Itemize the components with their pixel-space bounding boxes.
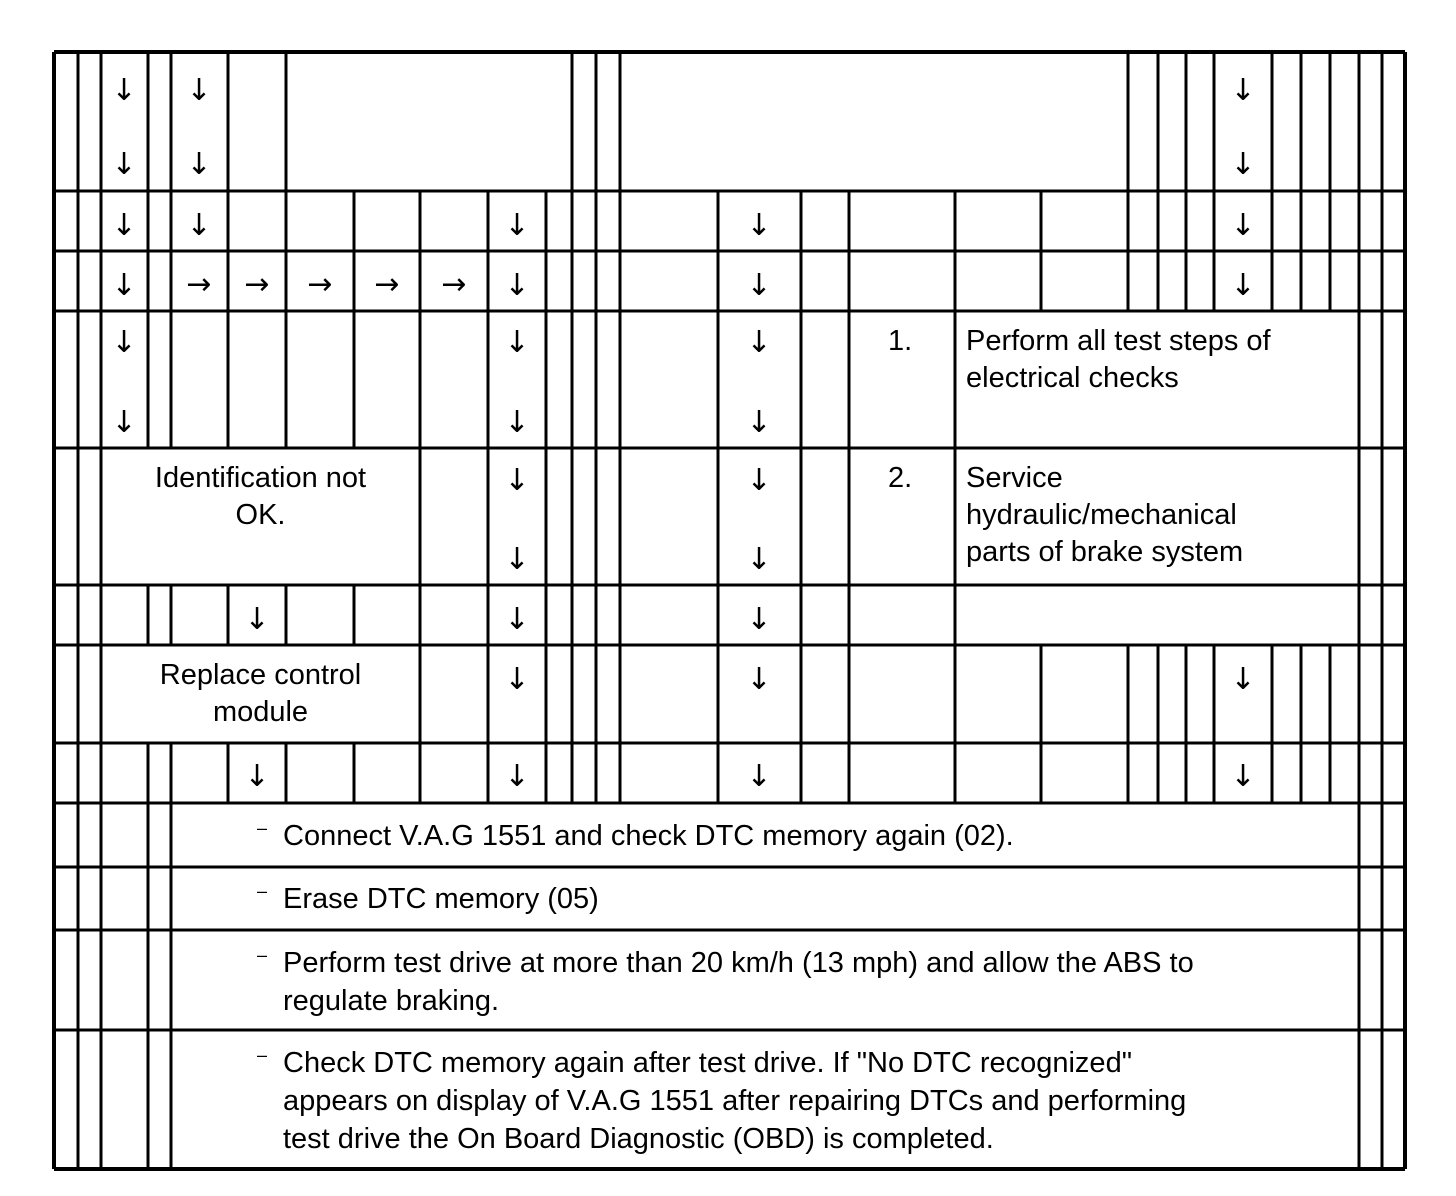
arrow-down-icon: ↓ bbox=[746, 662, 772, 697]
identification-not-ok-box: Identification not OK. bbox=[154, 462, 367, 531]
arrow-down-icon: ↓ bbox=[504, 759, 530, 794]
arrow-down-icon: ↓ bbox=[1230, 73, 1256, 108]
arrow-down-icon: ↓ bbox=[186, 73, 212, 108]
arrow-right-icon: → bbox=[307, 267, 333, 302]
arrow-right-icon: → bbox=[374, 267, 400, 302]
arrow-down-icon: ↓ bbox=[746, 542, 772, 577]
instruction-dash-icon: – bbox=[257, 945, 268, 965]
arrow-right-icon: → bbox=[441, 267, 467, 302]
step1-number: 1. bbox=[888, 325, 913, 357]
instruction-dash-icon: – bbox=[257, 881, 268, 901]
instruction-step: Connect V.A.G 1551 and check DTC memory … bbox=[283, 820, 1014, 852]
arrow-down-icon: ↓ bbox=[746, 602, 772, 637]
arrow-down-icon: ↓ bbox=[111, 208, 137, 243]
arrow-down-icon: ↓ bbox=[244, 759, 270, 794]
instruction-dash-icon: – bbox=[257, 1045, 268, 1065]
instruction-step: Perform test drive at more than 20 km/h … bbox=[283, 947, 1194, 1017]
arrow-down-icon: ↓ bbox=[746, 463, 772, 498]
arrow-down-icon: ↓ bbox=[186, 208, 212, 243]
arrow-down-icon: ↓ bbox=[1230, 759, 1256, 794]
replace-control-module-box: Replace control module bbox=[159, 659, 362, 728]
instruction-dash-icon: – bbox=[257, 818, 268, 838]
arrow-down-icon: ↓ bbox=[504, 208, 530, 243]
arrow-down-icon: ↓ bbox=[504, 542, 530, 577]
arrow-down-icon: ↓ bbox=[111, 147, 137, 182]
arrow-right-icon: → bbox=[186, 267, 212, 302]
arrow-down-icon: ↓ bbox=[504, 463, 530, 498]
step2-text: Service hydraulic/mechanical parts of br… bbox=[966, 462, 1244, 568]
arrow-down-icon: ↓ bbox=[111, 73, 137, 108]
arrow-down-icon: ↓ bbox=[1230, 268, 1256, 303]
arrow-down-icon: ↓ bbox=[504, 602, 530, 637]
arrow-down-icon: ↓ bbox=[111, 405, 137, 440]
arrow-down-icon: ↓ bbox=[186, 147, 212, 182]
arrow-down-icon: ↓ bbox=[111, 325, 137, 360]
instruction-step: Check DTC memory again after test drive.… bbox=[283, 1047, 1187, 1155]
instruction-step: Erase DTC memory (05) bbox=[283, 883, 599, 915]
arrow-down-icon: ↓ bbox=[504, 662, 530, 697]
arrow-down-icon: ↓ bbox=[1230, 147, 1256, 182]
arrow-down-icon: ↓ bbox=[504, 325, 530, 360]
arrow-down-icon: ↓ bbox=[746, 208, 772, 243]
arrow-right-icon: → bbox=[244, 267, 270, 302]
arrow-down-icon: ↓ bbox=[746, 325, 772, 360]
arrow-down-icon: ↓ bbox=[504, 268, 530, 303]
arrow-down-icon: ↓ bbox=[746, 405, 772, 440]
arrow-down-icon: ↓ bbox=[746, 759, 772, 794]
arrow-down-icon: ↓ bbox=[244, 602, 270, 637]
step2-number: 2. bbox=[888, 462, 913, 494]
step1-text: Perform all test steps of electrical che… bbox=[966, 325, 1271, 394]
arrow-down-icon: ↓ bbox=[1230, 662, 1256, 697]
arrow-down-icon: ↓ bbox=[504, 405, 530, 440]
arrow-down-icon: ↓ bbox=[1230, 208, 1256, 243]
arrow-down-icon: ↓ bbox=[111, 268, 137, 303]
arrow-down-icon: ↓ bbox=[746, 268, 772, 303]
